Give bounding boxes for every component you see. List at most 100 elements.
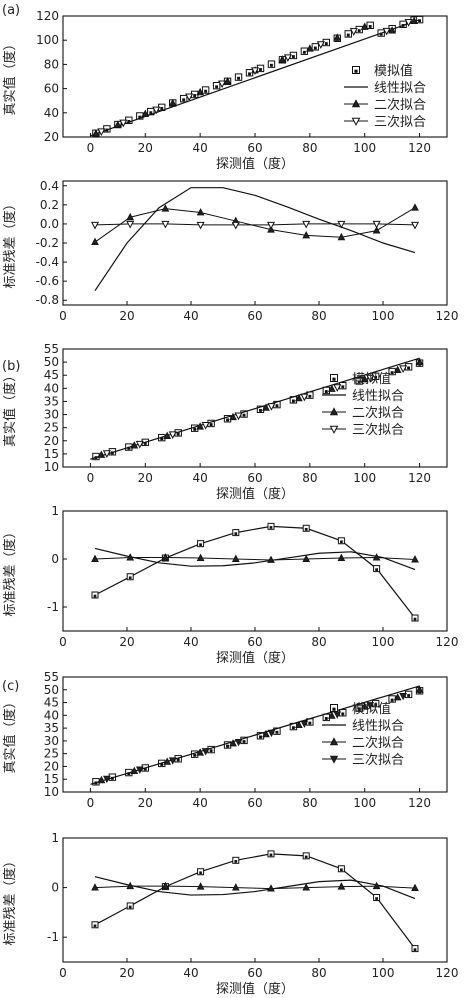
chart-0-panel-label: (a) bbox=[2, 3, 20, 18]
chart-4-series-0-point-fill bbox=[209, 749, 213, 753]
chart-0-series-0-point-fill bbox=[368, 24, 372, 28]
chart-2-xtick-label: 120 bbox=[408, 471, 431, 485]
chart-2-legend-item: 二次拟合 bbox=[352, 405, 404, 421]
chart-0-series-2-point bbox=[360, 22, 369, 30]
chart-2-series-2-point bbox=[360, 375, 369, 383]
chart-4-legend-swatch bbox=[329, 737, 339, 746]
chart-2-series-2-point bbox=[97, 450, 106, 458]
chart-5-series-2-point bbox=[267, 884, 275, 892]
chart-0-series-2-point bbox=[223, 76, 232, 85]
chart-1-ytick-label: 0.2 bbox=[40, 198, 59, 212]
chart-5-xlabel: 探测值（度） bbox=[216, 981, 294, 997]
chart-3-ytick-label: 1 bbox=[51, 504, 59, 518]
chart-4-series-0-point-fill bbox=[127, 772, 131, 776]
chart-2-series-0-point-fill bbox=[209, 423, 213, 427]
chart-0-legend-item: 模拟值 bbox=[374, 63, 413, 79]
chart-0-series-0-point-fill bbox=[215, 85, 219, 89]
chart-1-ytick-label: -0.6 bbox=[36, 274, 59, 288]
chart-4-series-0-point-fill bbox=[390, 698, 394, 702]
chart-2-xtick-label: 0 bbox=[87, 471, 95, 485]
chart-2-series-2-point bbox=[262, 403, 270, 411]
chart-0-series-3-point bbox=[250, 67, 260, 76]
chart-1-series-2-point bbox=[410, 221, 420, 230]
chart-2-series-0-point-fill bbox=[291, 399, 295, 403]
chart-4-ytick-label: 35 bbox=[44, 721, 59, 735]
chart-2-ytick-label: 35 bbox=[44, 394, 59, 408]
chart-0-series-2-point bbox=[92, 129, 100, 137]
chart-0-series-3-point bbox=[316, 41, 325, 49]
chart-0-legend-item: 二次拟合 bbox=[374, 97, 426, 113]
chart-0-series-2-point bbox=[168, 98, 177, 107]
chart-0-series-2-point bbox=[388, 26, 397, 34]
chart-4-series-2-point bbox=[97, 775, 106, 784]
chart-2-series-3-point bbox=[201, 421, 210, 430]
chart-0-series-2-point bbox=[278, 55, 287, 63]
chart-0-series-0-point-fill bbox=[313, 46, 317, 50]
chart-2-series-2-point bbox=[130, 441, 139, 449]
chart-4-series-0-point-fill bbox=[193, 753, 197, 757]
chart-4-series-2-point bbox=[393, 693, 402, 701]
chart-5-series-2-line bbox=[94, 885, 416, 890]
chart-3-xtick-label: 0 bbox=[59, 635, 67, 649]
chart-0-series-0-point-fill bbox=[270, 63, 273, 67]
chart-3-series-0-line bbox=[94, 525, 416, 619]
chart-5-series-0-point-fill bbox=[128, 905, 132, 909]
chart-2-ytick-label: 30 bbox=[44, 408, 59, 422]
chart-2-series-0-point-fill bbox=[143, 442, 147, 445]
chart-5-ylabel: 标准残差（度） bbox=[2, 854, 18, 945]
chart-4-series-0-point-fill bbox=[242, 740, 246, 743]
chart-4-panel-label: (c) bbox=[2, 679, 19, 694]
chart-4-series-0-point-fill bbox=[160, 763, 164, 766]
chart-4-series-2-point bbox=[360, 702, 369, 710]
chart-5-series-0-point-fill bbox=[199, 871, 202, 875]
chart-5-series-0-point-fill bbox=[234, 860, 238, 863]
chart-2-series-3-point bbox=[168, 431, 177, 440]
chart-0-ytick-label: 80 bbox=[44, 57, 59, 71]
chart-2-ytick-label: 40 bbox=[44, 381, 59, 395]
chart-3-series-2-point bbox=[231, 554, 240, 562]
chart-2-series-2-point bbox=[196, 422, 205, 430]
chart-2-series-3-point bbox=[399, 365, 408, 373]
chart-0-legend-item: 线性拟合 bbox=[374, 81, 426, 96]
chart-2-series-3-point bbox=[135, 440, 144, 449]
chart-2-legend-swatch bbox=[329, 425, 339, 434]
chart-4-legend-swatch-fill bbox=[332, 707, 336, 711]
chart-3-xtick-label: 60 bbox=[247, 635, 262, 649]
chart-5-ytick-label: 1 bbox=[51, 831, 59, 845]
chart-4-ytick-label: 50 bbox=[44, 683, 59, 697]
chart-0-legend-item: 三次拟合 bbox=[374, 114, 426, 130]
chart-5-xtick-label: 100 bbox=[372, 966, 395, 980]
chart-0-series-0-point-fill bbox=[204, 89, 208, 93]
chart-2-legend-swatch-fill bbox=[332, 377, 336, 381]
chart-1-series-1-point bbox=[337, 232, 346, 241]
chart-4-series-3-point bbox=[366, 702, 375, 710]
chart-4-series-0-point-fill bbox=[275, 730, 279, 734]
chart-2-series-0-point-fill bbox=[357, 380, 361, 384]
chart-0-series-0-point-fill bbox=[138, 115, 142, 119]
chart-4-ytick-label: 10 bbox=[44, 785, 59, 799]
chart-5-xtick-label: 120 bbox=[436, 966, 459, 980]
chart-1-series-2-point bbox=[161, 220, 170, 229]
chart-5-xtick-label: 80 bbox=[311, 966, 326, 980]
chart-4-ylabel: 真实值（度） bbox=[2, 695, 18, 773]
chart-0-series-0-point-fill bbox=[160, 107, 164, 110]
chart-4-ytick-label: 20 bbox=[44, 759, 59, 773]
chart-5-series-2-point bbox=[231, 883, 240, 891]
chart-2-ytick-label: 10 bbox=[44, 460, 59, 474]
chart-2-ytick-label: 50 bbox=[44, 355, 59, 369]
chart-4-series-2-point bbox=[262, 729, 270, 738]
chart-2-series-1-line bbox=[90, 357, 420, 460]
chart-3-series-2-point bbox=[161, 553, 170, 561]
chart-2-series-0-point-fill bbox=[127, 446, 131, 450]
chart-0-series-2-point bbox=[410, 16, 418, 25]
chart-2-series-0-point-fill bbox=[407, 366, 411, 370]
chart-2-legend-swatch bbox=[329, 407, 339, 416]
chart-2-series-2-point bbox=[327, 384, 336, 392]
chart-1-series-2-point bbox=[372, 220, 381, 229]
chart-4-legend-item: 二次拟合 bbox=[352, 735, 404, 751]
chart-5-series-0-point-fill bbox=[304, 855, 308, 859]
chart-2-series-2-point bbox=[295, 393, 303, 402]
chart-4-ytick-label: 15 bbox=[44, 772, 59, 786]
chart-2-series-0-point-fill bbox=[341, 385, 345, 389]
chart-4-ytick-label: 55 bbox=[44, 670, 59, 684]
